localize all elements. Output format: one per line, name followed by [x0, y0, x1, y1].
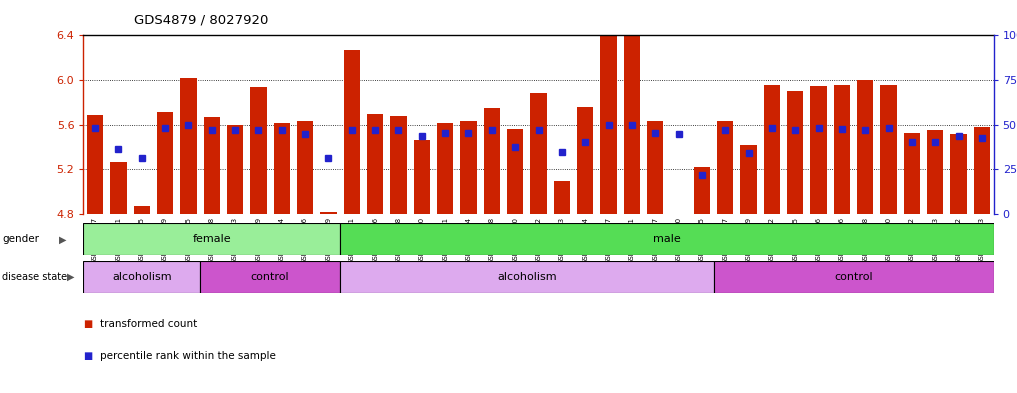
Bar [437, 123, 454, 214]
Bar [530, 94, 547, 214]
Bar [367, 114, 383, 214]
Text: ▶: ▶ [59, 234, 66, 244]
Text: control: control [834, 272, 873, 282]
Bar [717, 121, 733, 214]
Bar [904, 132, 920, 214]
Bar [553, 181, 570, 214]
Bar [507, 129, 524, 214]
Bar [740, 145, 757, 214]
Bar [647, 121, 663, 214]
Text: ■: ■ [83, 351, 93, 361]
Text: alcoholism: alcoholism [112, 272, 172, 282]
Bar [461, 121, 477, 214]
Bar [83, 261, 200, 293]
Bar [694, 167, 710, 214]
Bar [881, 84, 897, 214]
Text: female: female [192, 234, 231, 244]
Bar [227, 125, 243, 214]
Bar [133, 206, 149, 214]
Bar [928, 130, 944, 214]
Bar [764, 84, 780, 214]
Bar [157, 112, 173, 214]
Bar [344, 50, 360, 214]
Bar [857, 80, 874, 214]
Bar [274, 123, 290, 214]
Bar [83, 223, 340, 255]
Text: control: control [251, 272, 290, 282]
Bar [600, 5, 616, 214]
Bar [200, 261, 340, 293]
Text: disease state: disease state [2, 272, 67, 282]
Bar [623, 5, 640, 214]
Bar [203, 117, 220, 214]
Bar [391, 116, 407, 214]
Bar [811, 86, 827, 214]
Bar [714, 261, 994, 293]
Bar [414, 140, 430, 214]
Text: GDS4879 / 8027920: GDS4879 / 8027920 [134, 14, 268, 27]
Bar [787, 91, 803, 214]
Bar [86, 115, 104, 214]
Bar [250, 87, 266, 214]
Bar [297, 121, 313, 214]
Bar [484, 108, 500, 214]
Text: percentile rank within the sample: percentile rank within the sample [100, 351, 276, 361]
Text: transformed count: transformed count [100, 319, 197, 329]
Bar [340, 223, 994, 255]
Bar [670, 214, 686, 218]
Text: alcoholism: alcoholism [497, 272, 556, 282]
Text: gender: gender [2, 234, 39, 244]
Bar [180, 78, 196, 214]
Bar [834, 84, 850, 214]
Bar [951, 134, 967, 214]
Text: ▶: ▶ [67, 272, 74, 282]
Text: male: male [653, 234, 680, 244]
Text: ■: ■ [83, 319, 93, 329]
Bar [973, 127, 991, 214]
Bar [577, 107, 593, 214]
Bar [320, 212, 337, 214]
Bar [110, 162, 126, 214]
Bar [340, 261, 714, 293]
